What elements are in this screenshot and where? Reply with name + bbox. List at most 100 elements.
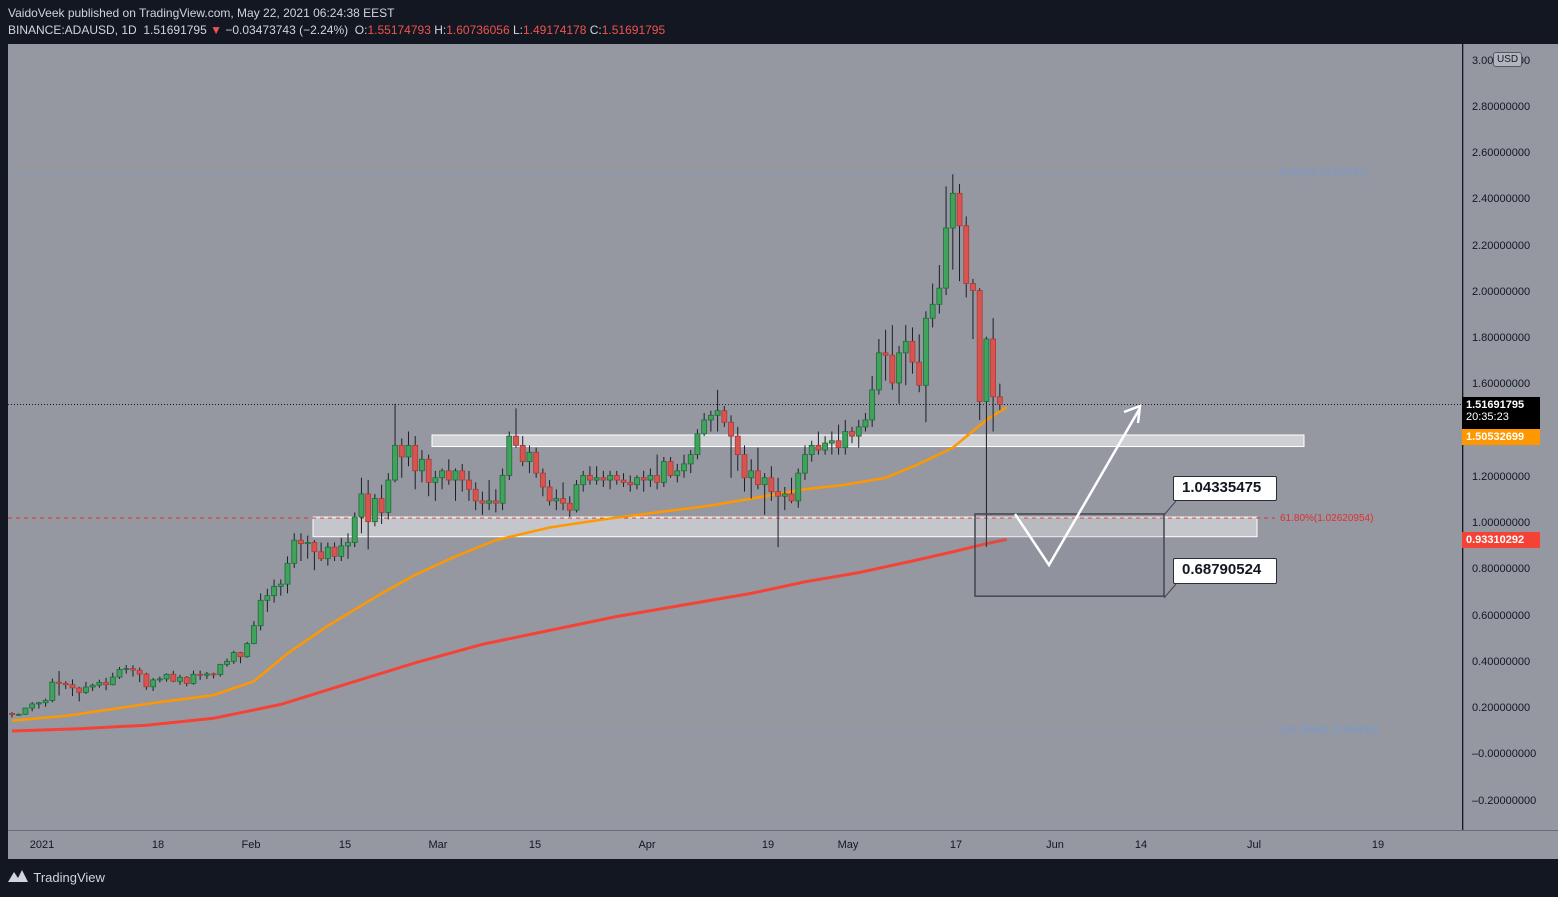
candle-body xyxy=(694,433,701,456)
candle xyxy=(445,459,452,485)
candle xyxy=(734,426,741,471)
candle-body xyxy=(392,444,398,481)
candle xyxy=(539,468,546,497)
candle-body xyxy=(593,477,600,481)
candle-body xyxy=(640,477,647,481)
high-value: 1.60736056 xyxy=(446,23,510,37)
candle-body xyxy=(842,431,849,449)
candle xyxy=(150,678,157,691)
candle xyxy=(345,533,351,559)
candle-body xyxy=(681,463,687,472)
candle xyxy=(647,468,654,487)
candle-body xyxy=(371,498,378,523)
candle xyxy=(580,470,587,492)
x-tick-label: Jun xyxy=(1046,839,1064,851)
candle xyxy=(284,556,291,594)
candle xyxy=(721,406,728,427)
candle xyxy=(486,480,493,511)
candle-body xyxy=(519,444,526,462)
candle-body xyxy=(203,673,210,676)
candle xyxy=(835,424,842,455)
candle xyxy=(177,674,183,685)
candle xyxy=(875,339,882,395)
candle xyxy=(35,701,42,709)
x-tick-label: 14 xyxy=(1134,839,1148,851)
tradingview-logo-icon xyxy=(8,870,30,885)
candle-body xyxy=(358,493,365,518)
callout-leader-bottom xyxy=(1163,583,1177,599)
tradingview-logo[interactable]: TradingView xyxy=(8,870,105,885)
candle xyxy=(996,383,1003,411)
candle-body xyxy=(324,546,331,560)
candle xyxy=(546,480,553,506)
candle xyxy=(674,463,681,483)
candle xyxy=(163,673,170,682)
candle xyxy=(378,484,385,524)
candle-body xyxy=(795,472,802,502)
candle-body xyxy=(398,444,405,458)
candle-body xyxy=(701,419,708,435)
candle-body xyxy=(835,440,842,449)
candle xyxy=(459,463,466,492)
candle xyxy=(244,641,251,658)
candle-body xyxy=(452,470,459,481)
candle-body xyxy=(943,227,949,289)
candle-body xyxy=(22,707,29,715)
candle xyxy=(492,489,499,513)
candle-body xyxy=(929,303,936,319)
candle xyxy=(526,445,533,474)
candle xyxy=(331,542,338,561)
candle xyxy=(62,681,69,690)
candle xyxy=(855,419,862,448)
candle xyxy=(76,686,83,702)
candle xyxy=(909,327,916,374)
candle xyxy=(203,672,210,679)
candle xyxy=(828,431,835,455)
fib-label-100: 100.00%(0.10768619) xyxy=(1280,725,1379,736)
candle-body xyxy=(902,340,909,354)
candle-body xyxy=(970,283,976,291)
low-value: 1.49174178 xyxy=(522,23,587,37)
x-tick-label: 15 xyxy=(338,839,352,851)
candle-body xyxy=(788,493,795,502)
candle-body xyxy=(459,470,466,481)
candle xyxy=(513,408,519,448)
price-change: −0.03473743 (−2.24%) xyxy=(225,23,349,37)
candle-body xyxy=(647,475,654,481)
candle xyxy=(103,677,109,691)
x-tick-label: 19 xyxy=(1371,839,1385,851)
candle xyxy=(197,670,204,680)
short-ma-price-tag: 1.50532699 xyxy=(1462,429,1540,445)
candle xyxy=(311,540,318,571)
candle xyxy=(607,470,613,490)
candle xyxy=(15,713,22,716)
candle-body xyxy=(660,461,667,483)
callout-upper-price[interactable]: 1.04335475 xyxy=(1173,476,1277,501)
candle-body xyxy=(896,352,902,384)
candle xyxy=(479,491,486,515)
candle xyxy=(130,665,136,677)
candle xyxy=(755,447,761,490)
x-tick-label: Feb xyxy=(241,839,261,851)
currency-badge[interactable]: USD xyxy=(1493,52,1523,67)
candle-body xyxy=(963,225,970,284)
drawings xyxy=(974,404,1177,599)
y-tick-label: 2.80000000 xyxy=(1472,100,1531,113)
candle-body xyxy=(741,454,748,479)
candle xyxy=(472,482,479,511)
candle xyxy=(439,468,445,490)
y-tick-label: 0.20000000 xyxy=(1472,702,1531,714)
callout-lower-price[interactable]: 0.68790524 xyxy=(1173,558,1277,584)
candle-body xyxy=(156,678,163,681)
x-tick-label: Mar xyxy=(428,839,448,851)
time-axis[interactable] xyxy=(8,830,1558,859)
candle xyxy=(22,707,29,715)
candle xyxy=(687,450,694,474)
candle xyxy=(217,663,224,677)
candle xyxy=(681,454,687,478)
candle-body xyxy=(560,498,566,504)
candle-body xyxy=(103,682,109,686)
candle xyxy=(69,679,76,697)
candle xyxy=(29,702,36,712)
